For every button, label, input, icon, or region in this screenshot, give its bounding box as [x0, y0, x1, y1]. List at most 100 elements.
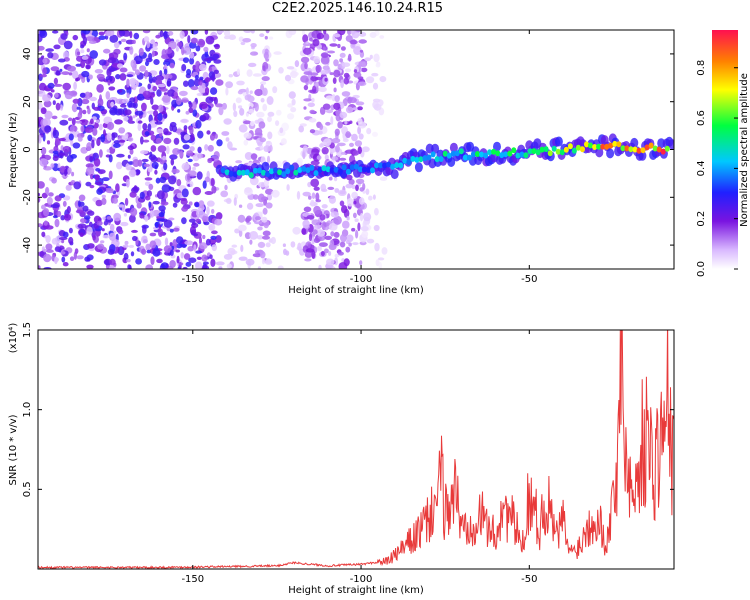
noise-speckle: [310, 199, 315, 207]
noise-speckle: [183, 253, 191, 260]
noise-speckle: [259, 251, 266, 259]
noise-speckle: [40, 107, 47, 115]
noise-speckle: [149, 151, 153, 158]
noise-speckle: [259, 137, 267, 143]
noise-speckle: [154, 221, 159, 229]
noise-speckle: [201, 82, 206, 89]
noise-speckle: [139, 212, 145, 219]
noise-speckle: [337, 142, 346, 147]
noise-speckle: [96, 220, 103, 226]
noise-speckle: [154, 164, 158, 170]
noise-speckle: [311, 192, 316, 199]
noise-speckle: [126, 78, 130, 88]
noise-speckle: [152, 248, 161, 257]
noise-speckle: [38, 265, 41, 269]
noise-speckle: [322, 103, 331, 110]
noise-speckle: [62, 82, 71, 91]
signal-core: [402, 157, 408, 164]
noise-speckle: [349, 142, 354, 147]
noise-speckle: [249, 231, 259, 240]
signal-core: [571, 147, 577, 154]
noise-speckle: [311, 97, 315, 103]
noise-speckle: [228, 74, 233, 78]
signal-core: [450, 150, 456, 157]
noise-speckle: [360, 226, 369, 232]
noise-speckle: [46, 249, 54, 253]
noise-speckle: [66, 206, 71, 214]
noise-speckle: [119, 30, 126, 37]
noise-speckle: [128, 169, 137, 178]
noise-speckle: [77, 223, 87, 229]
noise-speckle: [163, 30, 168, 40]
noise-speckle: [164, 58, 170, 63]
noise-speckle: [310, 178, 320, 188]
noise-speckle: [145, 60, 149, 67]
noise-speckle: [160, 201, 169, 206]
noise-speckle: [262, 65, 266, 71]
noise-speckle: [246, 69, 253, 77]
noise-speckle: [262, 103, 268, 112]
noise-speckle: [80, 218, 87, 224]
noise-speckle: [357, 126, 361, 135]
noise-speckle: [323, 33, 330, 41]
noise-speckle: [117, 229, 124, 235]
noise-speckle: [148, 75, 153, 84]
noise-speckle: [261, 216, 268, 223]
noise-speckle: [196, 209, 205, 218]
noise-speckle: [106, 132, 112, 141]
noise-speckle: [113, 212, 122, 222]
noise-speckle: [108, 154, 113, 163]
noise-speckle: [197, 130, 204, 139]
signal-core: [632, 146, 638, 153]
noise-speckle: [321, 188, 328, 192]
noise-speckle: [261, 76, 270, 82]
noise-speckle: [237, 90, 243, 95]
noise-speckle: [304, 62, 308, 70]
noise-speckle: [61, 114, 69, 119]
noise-speckle: [144, 131, 150, 137]
noise-speckle: [206, 206, 210, 216]
noise-speckle: [377, 257, 385, 261]
noise-speckle: [202, 180, 207, 189]
noise-speckle: [147, 83, 151, 90]
noise-speckle: [238, 224, 247, 232]
noise-speckle: [169, 242, 173, 247]
noise-speckle: [150, 97, 154, 105]
noise-speckle: [157, 228, 164, 237]
signal-core: [361, 166, 367, 173]
noise-speckle: [297, 242, 302, 251]
noise-speckle: [353, 72, 362, 78]
noise-speckle: [187, 79, 195, 88]
noise-speckle: [194, 202, 200, 208]
noise-speckle: [132, 39, 136, 45]
noise-speckle: [250, 120, 255, 127]
noise-speckle: [69, 256, 75, 262]
noise-speckle: [328, 223, 338, 231]
noise-speckle: [325, 121, 331, 126]
noise-speckle: [205, 87, 210, 95]
noise-speckle: [98, 59, 107, 66]
noise-speckle: [168, 175, 177, 185]
noise-speckle: [372, 98, 381, 103]
signal-core: [527, 148, 533, 155]
noise-speckle: [144, 215, 149, 222]
signal-core: [269, 168, 274, 175]
noise-speckle: [45, 48, 54, 52]
noise-speckle: [86, 258, 91, 262]
noise-speckle: [195, 45, 201, 52]
noise-speckle: [44, 125, 52, 133]
noise-speckle: [94, 69, 104, 74]
noise-speckle: [264, 35, 268, 40]
noise-speckle: [368, 195, 373, 201]
noise-speckle: [325, 95, 334, 100]
noise-speckle: [83, 215, 91, 220]
noise-speckle: [89, 50, 98, 59]
signal-core: [604, 143, 610, 150]
noise-speckle: [348, 178, 355, 186]
noise-speckle: [127, 145, 135, 150]
noise-speckle: [90, 118, 94, 125]
signal-core: [285, 168, 291, 175]
signal-core: [531, 148, 537, 155]
noise-speckle: [68, 117, 73, 122]
noise-speckle: [287, 113, 295, 120]
